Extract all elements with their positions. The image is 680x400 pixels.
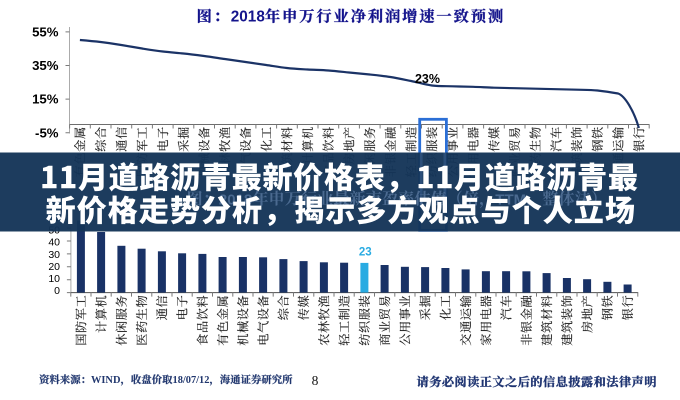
- svg-text:20: 20: [48, 261, 60, 273]
- svg-text:40: 40: [48, 237, 60, 249]
- svg-text:23%: 23%: [415, 72, 440, 86]
- svg-text:23: 23: [359, 247, 372, 259]
- svg-text:2018: 2018: [231, 9, 266, 26]
- svg-text:55%: 55%: [32, 25, 59, 40]
- svg-text:18/07/12: 18/07/12: [173, 375, 210, 386]
- svg-text:10: 10: [48, 273, 60, 285]
- svg-text:-5%: -5%: [35, 125, 59, 140]
- svg-text:0: 0: [54, 285, 60, 297]
- svg-text:15%: 15%: [32, 92, 59, 107]
- svg-text:30: 30: [48, 249, 60, 261]
- svg-text:8: 8: [312, 373, 319, 388]
- svg-text:35%: 35%: [32, 58, 59, 73]
- svg-text:WIND: WIND: [91, 375, 120, 386]
